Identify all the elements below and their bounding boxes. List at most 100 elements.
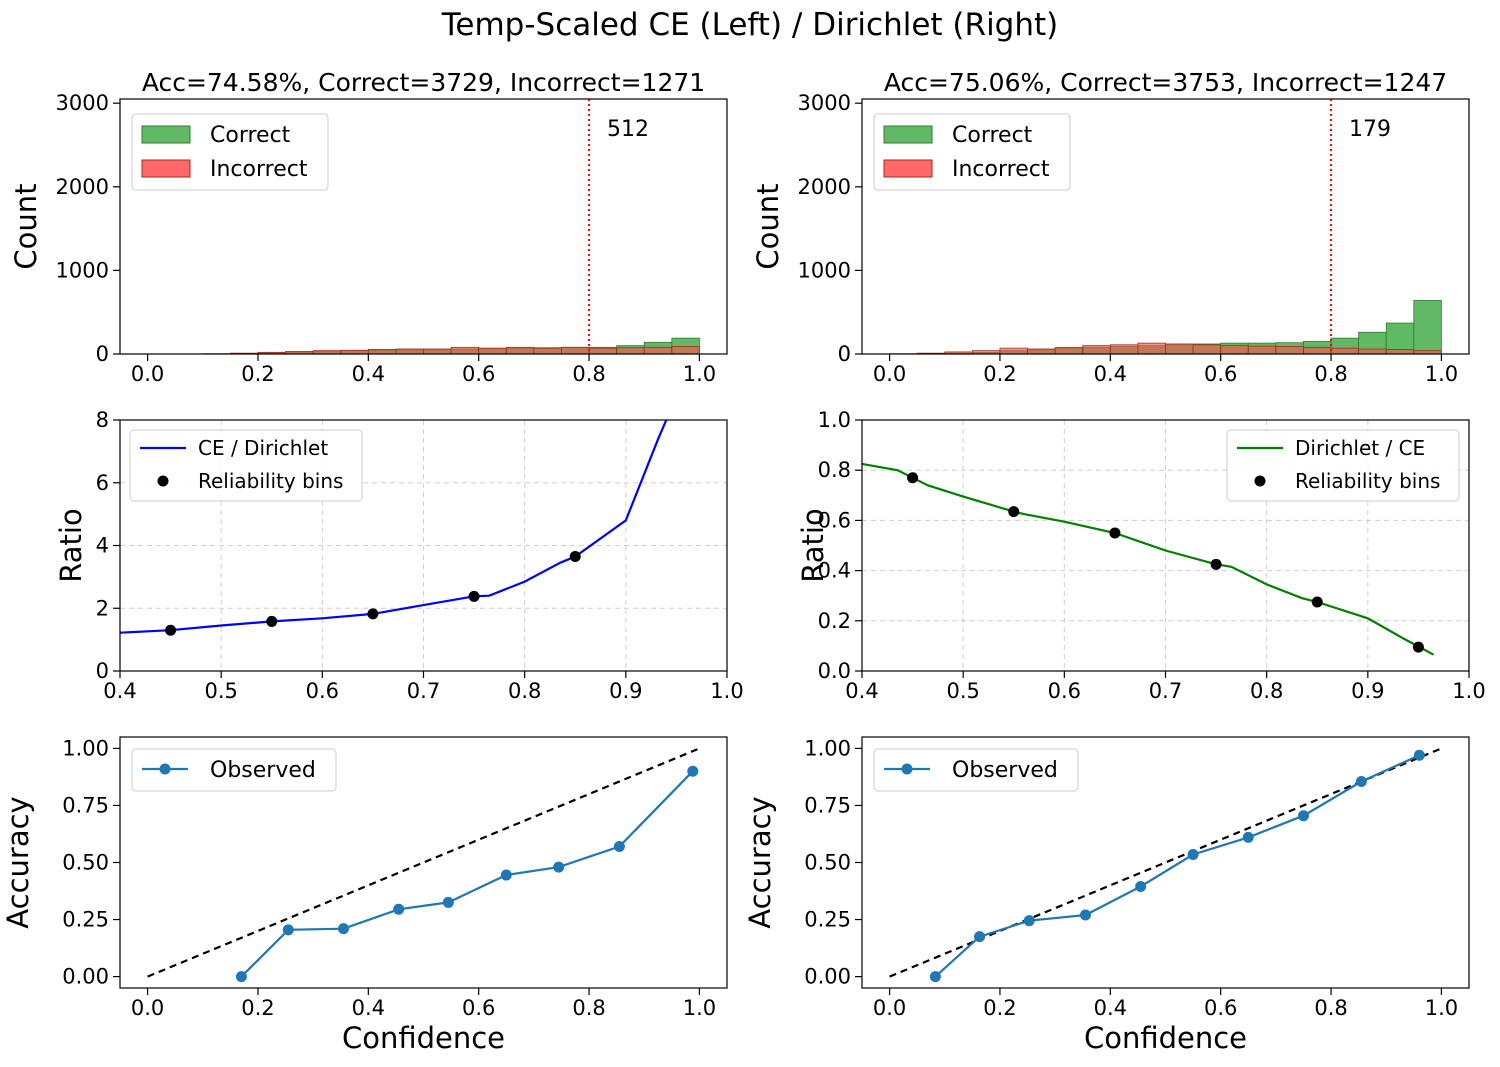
legend-marker xyxy=(1254,475,1266,487)
x-tick-label: 0.6 xyxy=(462,362,495,386)
x-axis-label: Confidence xyxy=(342,1021,505,1055)
bar-incorrect xyxy=(1330,347,1360,355)
reliability-bin-point xyxy=(1210,558,1222,570)
bar-incorrect xyxy=(395,348,424,355)
x-tick-label: 1.0 xyxy=(1425,996,1458,1020)
legend-label: Correct xyxy=(952,123,1033,148)
bar-incorrect xyxy=(1220,345,1249,355)
y-tick-label: 0 xyxy=(838,342,851,366)
y-tick-label: 0.6 xyxy=(818,508,851,532)
legend-label: Incorrect xyxy=(210,157,308,182)
y-tick-label: 0.00 xyxy=(62,965,109,989)
y-tick-label: 0.75 xyxy=(804,793,851,817)
x-tick-label: 1.0 xyxy=(710,679,743,703)
bar-incorrect xyxy=(999,347,1028,355)
observed-point xyxy=(1079,909,1091,921)
legend: Correct Incorrect xyxy=(873,113,1071,191)
reliability-bin-point xyxy=(1311,596,1323,608)
legend-label: CE / Dirichlet xyxy=(198,436,328,460)
bar-incorrect xyxy=(1192,344,1222,355)
reliability-bin-point xyxy=(468,590,480,602)
bar-incorrect xyxy=(1054,346,1084,355)
y-axis-label: Ratio xyxy=(796,508,830,582)
bar-incorrect xyxy=(423,348,452,355)
bar-incorrect xyxy=(588,347,618,355)
observed-point xyxy=(500,869,512,881)
y-tick-label: 0.00 xyxy=(804,965,851,989)
observed-point xyxy=(553,861,565,873)
x-tick-label: 0.8 xyxy=(1314,362,1347,386)
bar-incorrect xyxy=(478,347,507,355)
reliability-bin-point xyxy=(165,624,177,636)
legend-swatch-correct xyxy=(883,125,933,144)
observed-point xyxy=(1187,849,1199,861)
observed-point xyxy=(1242,831,1254,843)
x-tick-label: 0.4 xyxy=(352,996,385,1020)
series-line xyxy=(240,770,694,978)
x-tick-label: 0.4 xyxy=(352,362,385,386)
y-tick-label: 0.0 xyxy=(818,659,851,683)
observed-point xyxy=(929,971,941,983)
reliability-bin-point xyxy=(266,615,278,627)
y-tick-label: 2000 xyxy=(56,175,109,199)
y-tick-label: 0.75 xyxy=(62,793,109,817)
y-axis-label: Accuracy xyxy=(1,796,35,928)
x-tick-label: 0.0 xyxy=(131,362,164,386)
x-tick-label: 0.0 xyxy=(131,996,164,1020)
x-tick-label: 0.8 xyxy=(508,679,541,703)
x-tick-label: 0.6 xyxy=(1048,679,1081,703)
observed-point xyxy=(337,923,349,935)
x-tick-label: 1.0 xyxy=(1425,362,1458,386)
subplot-title: Acc=75.06%, Correct=3753, Incorrect=1247 xyxy=(884,68,1447,97)
legend-label: Incorrect xyxy=(952,157,1050,182)
threshold-label: 512 xyxy=(607,117,649,142)
y-tick-label: 0.8 xyxy=(818,458,851,482)
observed-point xyxy=(613,841,625,853)
x-tick-label: 0.5 xyxy=(204,679,237,703)
bar-incorrect xyxy=(616,347,645,355)
reliability-bin-point xyxy=(367,608,379,620)
y-tick-label: 2000 xyxy=(798,175,851,199)
bar-incorrect xyxy=(533,347,562,355)
legend-label: Reliability bins xyxy=(198,469,343,493)
x-tick-label: 0.8 xyxy=(1250,679,1283,703)
x-tick-label: 0.8 xyxy=(572,996,605,1020)
x-tick-label: 0.6 xyxy=(1204,996,1237,1020)
legend: Observed xyxy=(131,748,337,792)
observed-point xyxy=(974,931,986,943)
y-tick-label: 2 xyxy=(96,596,109,620)
observed-point xyxy=(1413,749,1425,761)
y-tick-label: 3000 xyxy=(56,91,109,115)
legend: Dirichlet / CE Reliability bins xyxy=(1226,429,1460,502)
x-axis-label: Confidence xyxy=(1084,1021,1247,1055)
bar-incorrect xyxy=(671,346,700,355)
bar-incorrect xyxy=(1275,346,1304,355)
y-tick-label: 0.2 xyxy=(818,609,851,633)
bar-incorrect xyxy=(1137,342,1166,355)
legend-label: Observed xyxy=(952,758,1058,783)
observed-point xyxy=(235,971,247,983)
x-tick-label: 0.9 xyxy=(609,679,642,703)
hist-right-axes: 179 0.0 0.2 0.4 0.6 0.8 1.0 0 1000 2000 3000 Acc=75… xyxy=(751,68,1470,386)
x-tick-label: 1.0 xyxy=(1452,679,1485,703)
threshold-label: 179 xyxy=(1349,117,1391,142)
bar-correct xyxy=(1413,300,1442,355)
y-axis-label: Count xyxy=(9,183,43,269)
legend-box xyxy=(1226,429,1460,502)
legend-swatch-incorrect xyxy=(883,159,933,178)
perfect-calibration-line xyxy=(147,747,700,978)
x-tick-label: 0.7 xyxy=(407,679,440,703)
bar-incorrect xyxy=(1165,343,1194,355)
hist-left-axes: 512 0.0 0.2 0.4 0.6 0.8 1.0 0 1000 2000 3000 Acc=74… xyxy=(9,68,728,386)
bar-incorrect xyxy=(367,349,397,355)
y-tick-label: 0.25 xyxy=(62,908,109,932)
reliability-bin-point xyxy=(1412,641,1424,653)
x-tick-label: 0.0 xyxy=(873,996,906,1020)
x-tick-label: 0.2 xyxy=(983,362,1016,386)
bar-incorrect xyxy=(1027,348,1056,355)
y-tick-label: 4 xyxy=(96,534,109,558)
legend-marker xyxy=(157,475,169,487)
legend-swatch-incorrect xyxy=(141,159,191,178)
x-tick-label: 0.4 xyxy=(845,679,878,703)
observed-point xyxy=(1135,880,1147,892)
